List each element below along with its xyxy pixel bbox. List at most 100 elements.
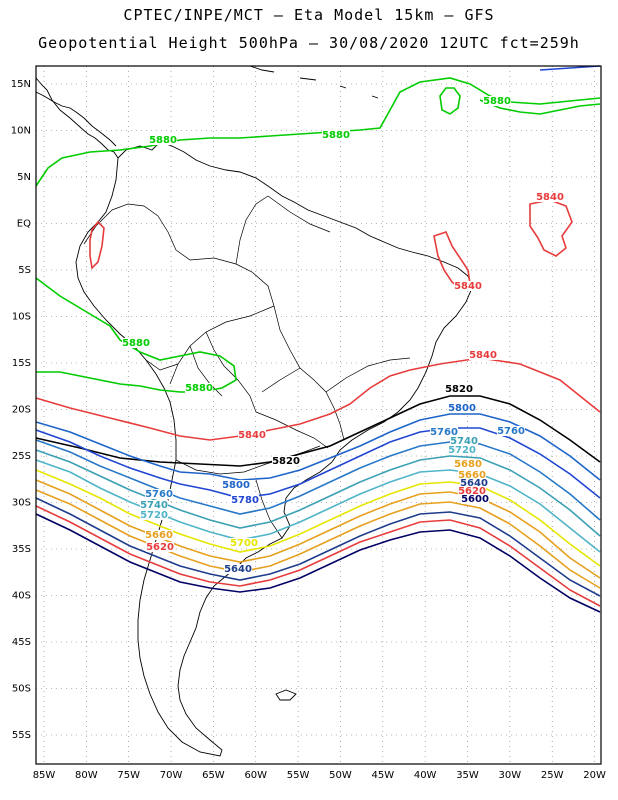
contour-5760 (35, 439, 601, 521)
contour-label-background (450, 436, 478, 446)
contour-label: 5840 (454, 281, 482, 292)
contour-label: 5740 (140, 500, 168, 511)
contour-label-background (483, 96, 511, 106)
map-subtitle: Geopotential Height 500hPa – 30/08/2020 … (38, 34, 580, 52)
contour-label-background (238, 430, 266, 440)
contour-label: 5880 (185, 383, 213, 394)
contour-5740 (35, 449, 601, 537)
contour-5840-peru (89, 220, 105, 270)
contour-label-background (272, 456, 300, 466)
contour-label-background (497, 426, 525, 436)
contour-label-background (140, 500, 168, 510)
contour-label: 5720 (140, 510, 168, 521)
lat-tick-label: 5N (17, 172, 31, 183)
contour-label-background (445, 384, 473, 394)
lat-tick-label: 20S (12, 405, 31, 416)
contour-label-background (224, 564, 252, 574)
contour-label: 5620 (146, 542, 174, 553)
lat-tick-label: 5S (18, 265, 31, 276)
contour-labels: 5880 5880 5880 5880 5880 5840 5840 5840 5840 5820… (122, 96, 564, 575)
lon-tick-label: 65W (202, 770, 225, 781)
contour-top-right (539, 65, 601, 71)
contour-label-background (322, 130, 350, 140)
contour-label-background (430, 427, 458, 437)
contour-label: 5820 (445, 384, 473, 395)
lon-tick-label: 35W (456, 770, 479, 781)
contour-label: 5720 (448, 445, 476, 456)
falklands (275, 689, 297, 701)
contour-label: 5660 (145, 530, 173, 541)
contour-label: 5780 (231, 495, 259, 506)
contour-label-background (536, 192, 564, 202)
contour-label: 5640 (224, 564, 252, 575)
central-america-coast (35, 77, 119, 159)
contour-label-background (454, 459, 482, 469)
contour-label: 5820 (272, 456, 300, 467)
lat-tick-label: 10N (11, 126, 31, 137)
contour-label: 5740 (450, 436, 478, 447)
contour-5700 (35, 469, 601, 567)
contour-5640 (35, 497, 601, 597)
contour-5620 (35, 505, 601, 607)
contour-label-background (469, 350, 497, 360)
lon-tick-label: 30W (499, 770, 522, 781)
contour-label: 5800 (448, 403, 476, 414)
contour-label-background (122, 338, 150, 348)
contour-label: 5760 (497, 426, 525, 437)
contour-label-background (448, 445, 476, 455)
lon-tick-label: 70W (160, 770, 183, 781)
lat-tick-label: 40S (12, 591, 31, 602)
contour-label: 5760 (430, 427, 458, 438)
lon-tick-label: 55W (287, 770, 310, 781)
contour-label-background (149, 135, 177, 145)
contour-label-background (145, 489, 173, 499)
contour-label-background (460, 478, 488, 488)
lon-tick-label: 80W (75, 770, 98, 781)
contour-5880-north (35, 77, 601, 187)
contour-label: 5640 (460, 478, 488, 489)
lat-tick-label: 25S (12, 451, 31, 462)
contour-5820 (35, 395, 601, 467)
contour-label-background (145, 530, 173, 540)
lat-tick-label: 30S (12, 498, 31, 509)
contour-label: 5680 (454, 459, 482, 470)
contour-label: 5880 (483, 96, 511, 107)
contour-label-background (146, 542, 174, 552)
contour-label: 5620 (458, 486, 486, 497)
lon-tick-label: 25W (541, 770, 564, 781)
contour-label: 5700 (230, 538, 258, 549)
contour-label: 5660 (458, 470, 486, 481)
contour-5840-atlantic (529, 199, 573, 257)
contour-label-background (454, 281, 482, 291)
lon-tick-label: 40W (414, 770, 437, 781)
contour-label-background (185, 383, 213, 393)
lon-tick-label: 85W (33, 770, 56, 781)
lat-tick-label: 45S (12, 637, 31, 648)
contour-label: 5840 (536, 192, 564, 203)
lat-tick-label: 50S (12, 684, 31, 695)
contour-label-background (230, 538, 258, 548)
contour-label-background (140, 510, 168, 520)
lon-tick-label: 75W (117, 770, 140, 781)
contour-label-background (461, 494, 489, 504)
lon-tick-label: 20W (583, 770, 606, 781)
contour-label-background (458, 486, 486, 496)
plot-frame (35, 65, 602, 765)
contour-label-background (458, 470, 486, 480)
lat-lon-grid (36, 66, 601, 764)
contour-label: 5840 (238, 430, 266, 441)
contour-label: 5840 (469, 350, 497, 361)
lon-tick-label: 60W (244, 770, 267, 781)
lon-tick-label: 50W (329, 770, 352, 781)
contour-label: 5880 (122, 338, 150, 349)
lon-tick-label: 45W (371, 770, 394, 781)
contour-5680 (35, 479, 601, 579)
contour-5660 (35, 489, 601, 589)
contour-label: 5760 (145, 489, 173, 500)
contour-label: 5600 (461, 494, 489, 505)
contour-5880-island (439, 87, 461, 115)
caribbean-islands (249, 65, 379, 99)
contour-label: 5880 (149, 135, 177, 146)
contour-5720 (35, 459, 601, 553)
